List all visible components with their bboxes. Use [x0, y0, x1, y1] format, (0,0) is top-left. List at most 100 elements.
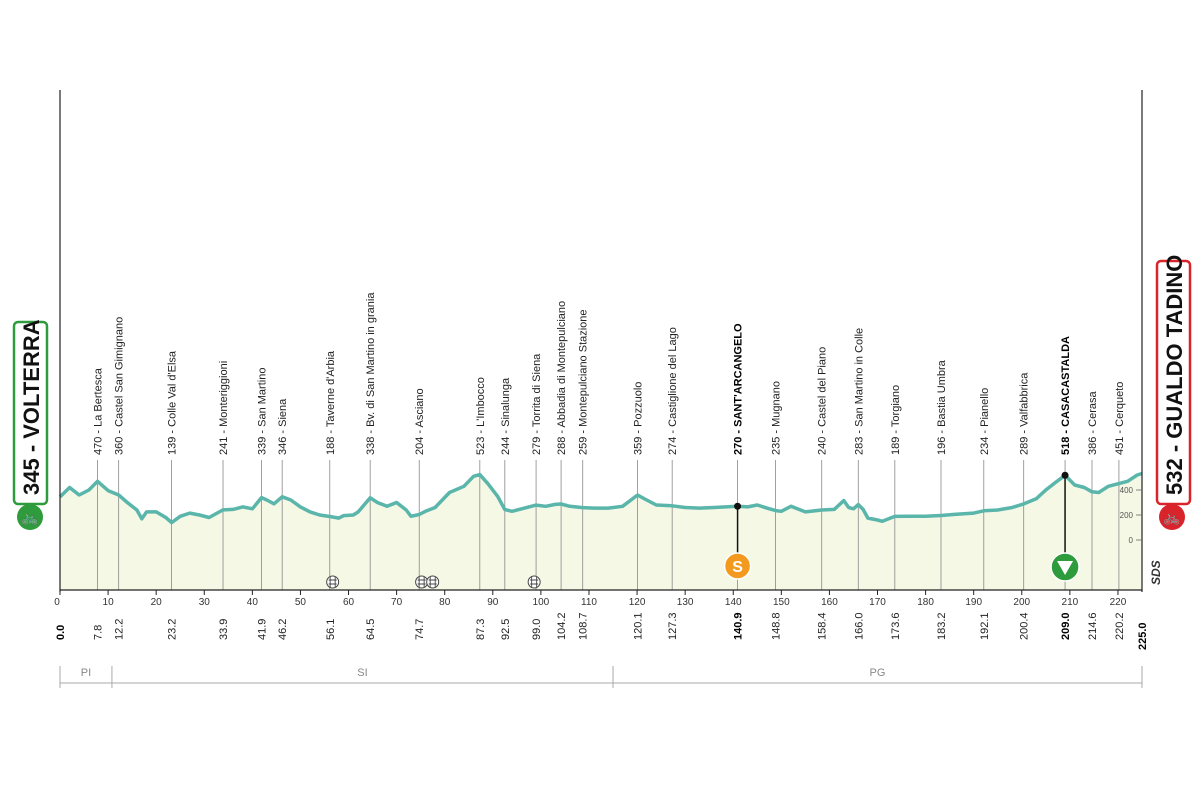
- waypoint-label: 523 - L'Imbocco: [475, 377, 487, 455]
- waypoint-label: 139 - Colle Val d'Elsa: [167, 350, 179, 455]
- sprint-dot: [734, 502, 742, 510]
- km-tick-label: 80: [439, 597, 451, 608]
- km-tick-label: 210: [1062, 597, 1079, 608]
- waypoint-label: 360 - Castel San Gimignano: [114, 317, 126, 455]
- classification-markers: S: [723, 471, 1080, 582]
- waypoint-distance: 99.0: [531, 619, 543, 640]
- region-label: PI: [81, 667, 91, 679]
- km-tick-label: 200: [1013, 597, 1030, 608]
- region-label: SI: [357, 667, 367, 679]
- waypoint-distance: 41.9: [256, 619, 268, 640]
- waypoint-distance: 214.6: [1087, 612, 1099, 640]
- km-tick-label: 70: [391, 597, 403, 608]
- waypoint-distance: 192.1: [979, 612, 991, 640]
- waypoint-distance: 92.5: [500, 619, 512, 640]
- waypoint-label: 359 - Pozzuolo: [633, 382, 645, 455]
- rail-crossing-icon: [415, 575, 429, 589]
- waypoint-distance: 46.2: [277, 619, 289, 640]
- km-tick-label: 40: [247, 597, 259, 608]
- km-tick-label: 110: [581, 597, 597, 608]
- waypoint-distance: 209.0: [1060, 612, 1072, 640]
- elev-tick-label: 0: [1129, 536, 1134, 545]
- waypoint-distance: 158.4: [817, 612, 829, 640]
- km-tick-label: 170: [869, 597, 886, 608]
- waypoint-distance: 173.6: [890, 612, 902, 640]
- waypoint-label: 244 - Sinalunga: [500, 377, 512, 455]
- waypoint-distance: 7.8: [93, 625, 105, 640]
- finish-city: 532 - GUALDO TADINO: [1162, 255, 1187, 495]
- km-tick-label: 90: [487, 597, 499, 608]
- km-tick-label: 180: [917, 597, 934, 608]
- finish-badge: 532 - GUALDO TADINO 🚲: [1155, 255, 1192, 530]
- cyclist-icon-start: [17, 504, 43, 530]
- waypoint-label: 188 - Taverne d'Arbia: [325, 350, 337, 455]
- waypoint-distance: 87.3: [475, 619, 487, 640]
- rail-crossing-glyph: [328, 577, 337, 587]
- waypoint-labels: 470 - La Bertesca 360 - Castel San Gimign…: [93, 292, 1126, 455]
- region-bands: PI SI PG: [59, 666, 1143, 688]
- elev-tick-label: 200: [1120, 511, 1134, 520]
- waypoint-label: 283 - San Martino in Colle: [853, 328, 865, 455]
- rail-crossing-glyph: [428, 577, 437, 587]
- waypoint-label: 234 - Pianello: [979, 388, 991, 455]
- profile-line: [58, 471, 1143, 525]
- svg-text:🚲: 🚲: [21, 510, 38, 526]
- profile-area: [60, 473, 1142, 590]
- waypoint-label: 241 - Monteriggioni: [218, 361, 230, 455]
- waypoint-distance: 23.2: [167, 619, 179, 640]
- waypoint-distance: 33.9: [218, 619, 230, 640]
- waypoint-label: 338 - Bv. di San Martino in grania: [365, 292, 377, 455]
- waypoint-distance: 64.5: [365, 619, 377, 640]
- rail-crossings: [326, 575, 541, 589]
- elev-tick-label: 400: [1120, 486, 1134, 495]
- km-tick-label: 150: [773, 597, 790, 608]
- waypoint-label: 518 - CASACASTALDA: [1060, 336, 1072, 455]
- elevation-ticks: 0 200 400: [1120, 486, 1142, 545]
- kom-icon-triangle: [1057, 561, 1074, 575]
- km-tick-label: 100: [533, 597, 550, 608]
- kom-dot: [1061, 471, 1069, 479]
- waypoint-label: 240 - Castel del Piano: [817, 347, 829, 455]
- km-tick-label: 50: [295, 597, 307, 608]
- km-tick-label: 130: [677, 597, 694, 608]
- region-label: PG: [870, 667, 886, 679]
- waypoint-label: 451 - Cerqueto: [1114, 382, 1126, 455]
- waypoint-label: 346 - Siena: [277, 398, 289, 455]
- start-km: 0.0: [55, 625, 67, 640]
- waypoint-distance: 127.3: [667, 612, 679, 640]
- km-tick-label: 120: [629, 597, 646, 608]
- waypoint-label: 259 - Montepulciano Stazione: [578, 309, 590, 455]
- waypoint-distance: 166.0: [853, 612, 865, 640]
- waypoint-distance: 200.4: [1019, 612, 1031, 640]
- sprint-icon-glyph: S: [732, 559, 743, 576]
- waypoint-distance: 104.2: [556, 612, 568, 640]
- waypoint-distance: 108.7: [578, 612, 590, 640]
- rail-crossing-icon: [527, 575, 541, 589]
- waypoint-distance: 220.2: [1114, 612, 1126, 640]
- waypoint-label: 339 - San Martino: [256, 368, 268, 455]
- waypoint-distance: 183.2: [936, 612, 948, 640]
- waypoint-label: 288 - Abbadia di Montepulciano: [556, 301, 568, 455]
- start-badge: 345 - VOLTERRA 🚲: [12, 319, 49, 530]
- waypoint-distance: 56.1: [325, 619, 337, 640]
- km-tick-label: 30: [199, 597, 211, 608]
- waypoint-label: 189 - Torgiano: [890, 385, 902, 455]
- waypoint-label: 274 - Castiglione del Lago: [667, 327, 679, 455]
- waypoint-distance: 148.8: [771, 612, 783, 640]
- waypoint-label: 470 - La Bertesca: [93, 367, 105, 455]
- waypoint-distance: 12.2: [114, 619, 126, 640]
- brand-logo: SDS: [1149, 560, 1163, 585]
- km-tick-label: 60: [343, 597, 355, 608]
- waypoint-label: 289 - Valfabbrica: [1019, 372, 1031, 455]
- rail-crossing-glyph: [417, 577, 426, 587]
- waypoint-label: 204 - Asciano: [414, 388, 426, 455]
- waypoint-label: 235 - Mugnano: [771, 381, 783, 455]
- cyclist-icon-finish: [1159, 504, 1185, 530]
- rail-crossing-glyph: [530, 577, 539, 587]
- km-ticks: 0 10 20 30 40 50 60 70 80 90 100 110 120 130 140 150 160…: [54, 590, 1127, 608]
- km-tick-label: 190: [965, 597, 982, 608]
- waypoint-distance: 74.7: [414, 619, 426, 640]
- finish-km: 225.0: [1137, 622, 1149, 650]
- rail-crossing-icon: [326, 575, 340, 589]
- sprint-icon: [723, 552, 752, 580]
